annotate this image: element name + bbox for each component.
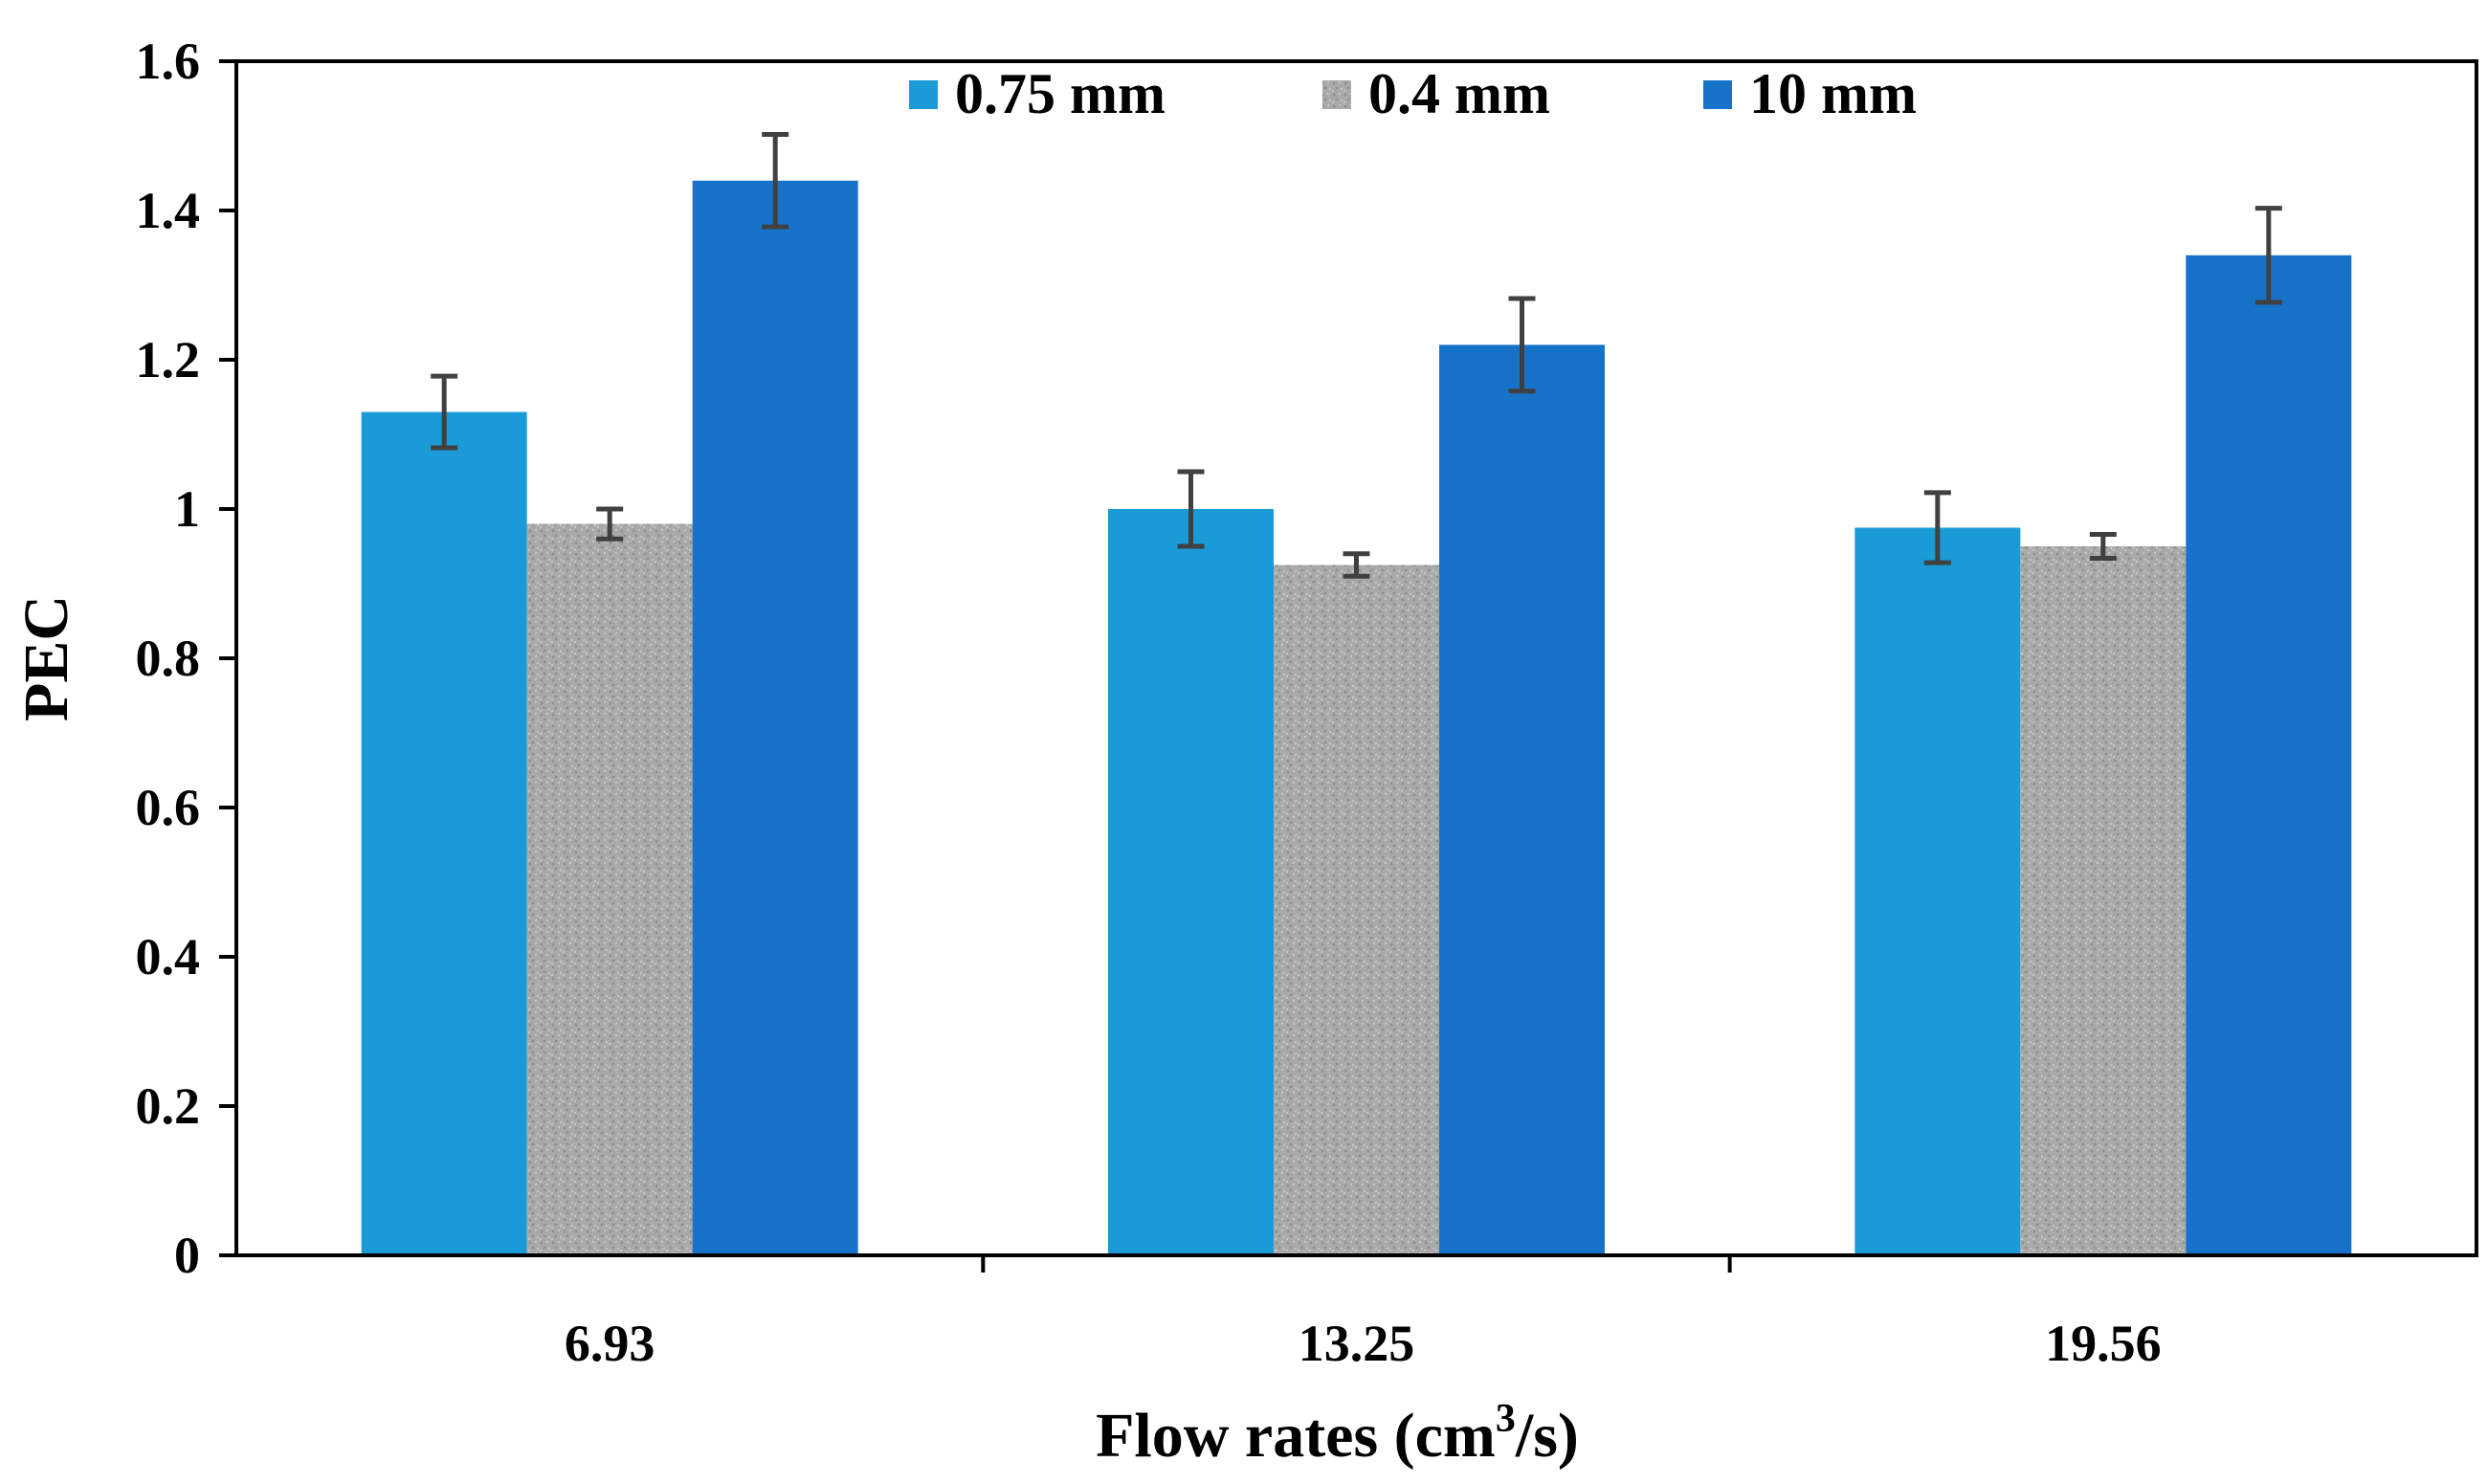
bars-layer [361,180,2352,1256]
y-tick-label: 1.4 [136,182,201,239]
legend-label: 0.75 mm [955,62,1166,125]
x-tick-label: 13.25 [1299,1315,1415,1372]
y-tick-label: 1 [174,480,200,538]
y-tick-label: 1.2 [136,331,201,388]
y-tick-label: 0.6 [136,779,201,836]
bar-0-4-mm-19-56 [2020,546,2187,1255]
x-tick-label: 19.56 [2045,1315,2162,1372]
x-tick-label: 6.93 [565,1315,655,1372]
x-axis-title-tail: /s) [1515,1401,1579,1471]
legend-swatch [909,80,938,109]
y-tick-label: 0 [174,1227,200,1284]
x-axis-title-superscript: 3 [1496,1397,1516,1441]
y-axis-title: PEC [11,595,81,721]
bar-0-75-mm-13-25 [1108,509,1274,1255]
x-axis-title-main: Flow rates (cm [1096,1401,1496,1471]
x-axis-title: Flow rates (cm3/s) [1096,1397,1579,1471]
y-tick-label: 0.2 [136,1077,201,1135]
y-axis-ticks: 0 0.2 0.4 0.6 0.8 1 1.2 1.4 1.6 [136,33,236,1284]
legend-swatch [1703,80,1732,109]
y-tick-label: 0.4 [136,928,201,986]
bar-0-75-mm-6-93 [361,411,527,1256]
bar-10-mm-6-93 [692,180,858,1255]
bar-10-mm-19-56 [2186,255,2352,1255]
legend-swatch [1322,80,1351,109]
legend-label: 0.4 mm [1368,62,1550,125]
legend: 0.75 mm 0.4 mm 10 mm [909,62,1917,125]
bar-0-4-mm-13-25 [1274,565,1439,1255]
y-tick-label: 1.6 [136,33,201,90]
bar-10-mm-13-25 [1439,344,1605,1255]
bar-0-75-mm-19-56 [1854,527,2021,1255]
legend-label: 10 mm [1749,62,1917,125]
bar-0-4-mm-6-93 [526,523,693,1255]
x-axis-ticks: 6.93 13.25 19.56 [565,1255,2162,1372]
error-bars-layer [431,131,2282,579]
y-tick-label: 0.8 [136,630,201,687]
